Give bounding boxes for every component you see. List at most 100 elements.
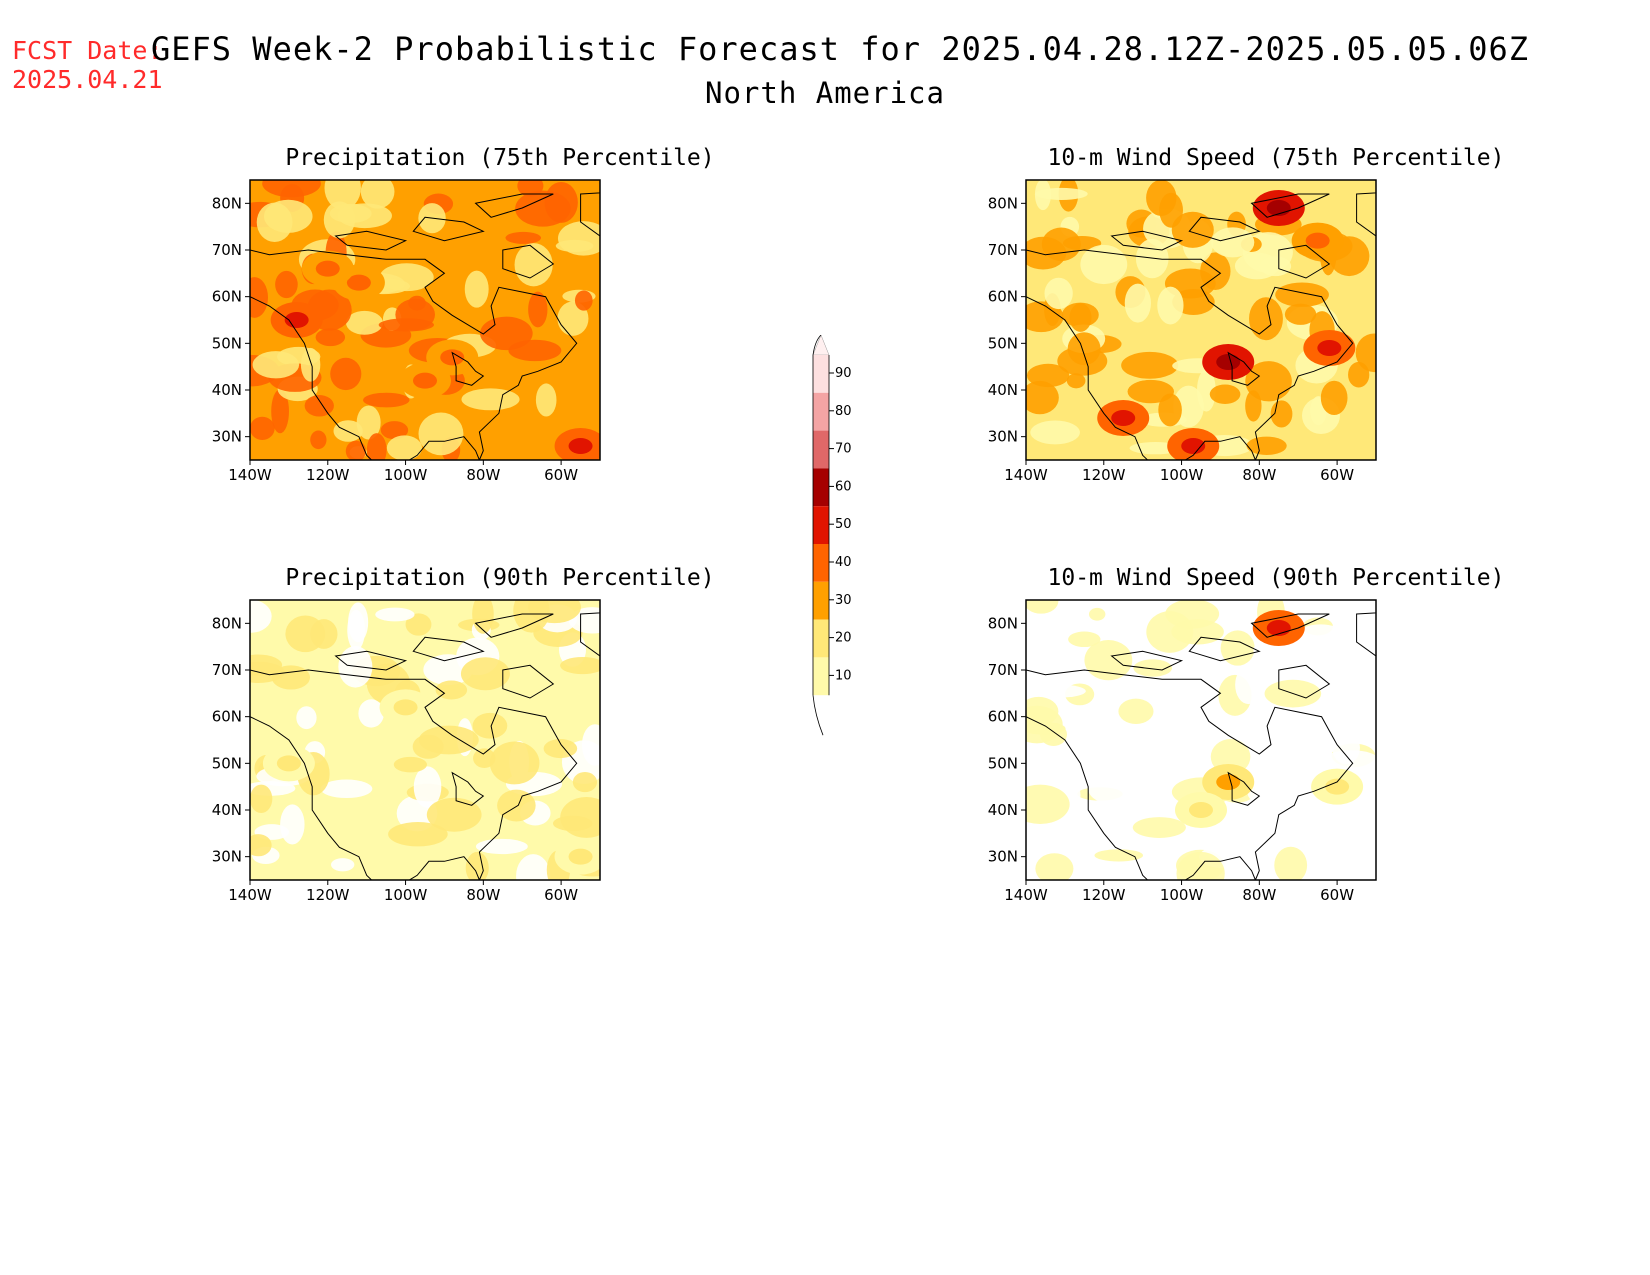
field-patch xyxy=(1044,277,1073,310)
page-subtitle: North America xyxy=(705,76,945,110)
lon-tick-label: 60W xyxy=(544,886,578,904)
colorbar-segment xyxy=(813,657,829,696)
field-patch xyxy=(1196,369,1216,412)
field-patch xyxy=(363,392,410,408)
field-patch xyxy=(380,421,409,440)
island-outline xyxy=(580,612,600,657)
lat-tick-label: 60N xyxy=(212,708,242,726)
field-patch xyxy=(1271,804,1307,845)
lat-tick-label: 50N xyxy=(988,754,1018,772)
field-patch xyxy=(1355,333,1376,373)
field-patch xyxy=(375,607,415,622)
field-patch xyxy=(386,435,423,460)
coastlines xyxy=(250,192,600,460)
field-patch xyxy=(1338,655,1370,669)
lat-tick-label: 80N xyxy=(988,614,1018,632)
panel-precip-75: Precipitation (75th Percentile) 80N 70N 60… xyxy=(212,145,770,545)
lat-tick-label: 80N xyxy=(212,614,242,632)
lon-tick-label: 120W xyxy=(1082,466,1126,484)
forecast-date-label: FCST Date: 2025.04.21 xyxy=(12,36,163,94)
colorbar-tick-label: 20 xyxy=(835,631,852,646)
island-outline xyxy=(580,192,600,237)
lat-tick-label: 70N xyxy=(988,661,1018,679)
field-patch xyxy=(1127,379,1175,404)
hotspot-core xyxy=(1216,354,1241,370)
field-patch xyxy=(1026,301,1064,333)
field-patch xyxy=(1026,236,1067,270)
colorbar-segment xyxy=(813,581,829,620)
field-patch xyxy=(1080,244,1128,285)
map-plot: 80N 70N 60N 50N 40N 30N 140W 120W 100W 80W 60W xyxy=(212,599,601,904)
fcst-date-value: 2025.04.21 xyxy=(12,65,163,94)
island-outline xyxy=(334,230,408,251)
field-patch xyxy=(1030,420,1080,445)
map-frame xyxy=(1025,599,1377,881)
lat-tick-label: 60N xyxy=(988,288,1018,306)
island-outline xyxy=(474,193,554,218)
field-patch xyxy=(263,199,313,233)
field-patch xyxy=(315,328,346,347)
field-patch xyxy=(1245,390,1262,422)
field-patch xyxy=(1035,853,1074,880)
field-patch xyxy=(1026,380,1059,415)
field-patch xyxy=(1253,637,1306,663)
field-patch xyxy=(497,789,536,822)
lon-tick-label: 100W xyxy=(384,886,428,904)
field-patch xyxy=(1067,332,1101,366)
lon-tick-label: 100W xyxy=(1160,466,1204,484)
island-outline xyxy=(334,650,408,671)
field-patch xyxy=(1235,665,1262,705)
great-lakes-outline xyxy=(451,771,485,806)
island-outline xyxy=(1356,192,1376,237)
field-patch xyxy=(552,815,593,832)
map-frame xyxy=(1025,179,1377,461)
lat-tick-label: 50N xyxy=(212,334,242,352)
field-patch xyxy=(358,699,384,728)
field-patch xyxy=(1274,846,1308,880)
hotspot-core xyxy=(346,274,371,291)
field-patch xyxy=(393,756,427,773)
field-patch xyxy=(1224,834,1249,848)
probability-field xyxy=(1026,600,1376,880)
island-outline xyxy=(1110,230,1184,251)
lat-tick-label: 30N xyxy=(988,848,1018,866)
field-patch xyxy=(1299,624,1342,642)
lat-tick-label: 50N xyxy=(988,334,1018,352)
field-patch xyxy=(388,822,448,847)
field-patch xyxy=(508,339,562,362)
colorbar-top-outline xyxy=(812,335,822,356)
field-patch xyxy=(1212,870,1268,880)
field-patch xyxy=(1159,192,1183,228)
island-outline xyxy=(1250,193,1330,218)
island-outline xyxy=(1278,664,1331,699)
colorbar-tick-label: 80 xyxy=(835,404,852,419)
island-outline xyxy=(1110,650,1184,671)
hotspot-core xyxy=(1216,774,1241,790)
field-patch xyxy=(472,712,508,739)
island-outline xyxy=(502,244,555,279)
field-patch xyxy=(405,613,432,636)
island-outline xyxy=(1188,636,1261,662)
field-patch xyxy=(1275,282,1329,307)
field-patch xyxy=(1062,235,1102,251)
fcst-date-caption: FCST Date: xyxy=(12,36,163,65)
island-outline xyxy=(1278,244,1331,279)
field-patch xyxy=(1277,745,1310,779)
lon-tick-label: 140W xyxy=(228,466,272,484)
field-patch xyxy=(346,310,384,335)
island-outline xyxy=(474,613,554,638)
lat-tick-label: 80N xyxy=(988,194,1018,212)
hotspot-core xyxy=(568,848,593,865)
coastline xyxy=(250,249,578,460)
colorbar-tick-label: 60 xyxy=(835,479,852,494)
hotspot-core xyxy=(1317,340,1342,356)
field-patch xyxy=(418,725,479,755)
field-patch xyxy=(1084,640,1133,681)
field-patch xyxy=(285,615,326,653)
field-patch xyxy=(413,766,442,808)
panel-title: Precipitation (75th Percentile) xyxy=(285,145,715,171)
field-patch xyxy=(1070,722,1094,766)
colorbar-bottom-cap xyxy=(812,695,824,736)
map-plot: 80N 70N 60N 50N 40N 30N 140W 120W 100W 80W 60W xyxy=(988,599,1377,904)
field-patch xyxy=(1146,611,1194,653)
